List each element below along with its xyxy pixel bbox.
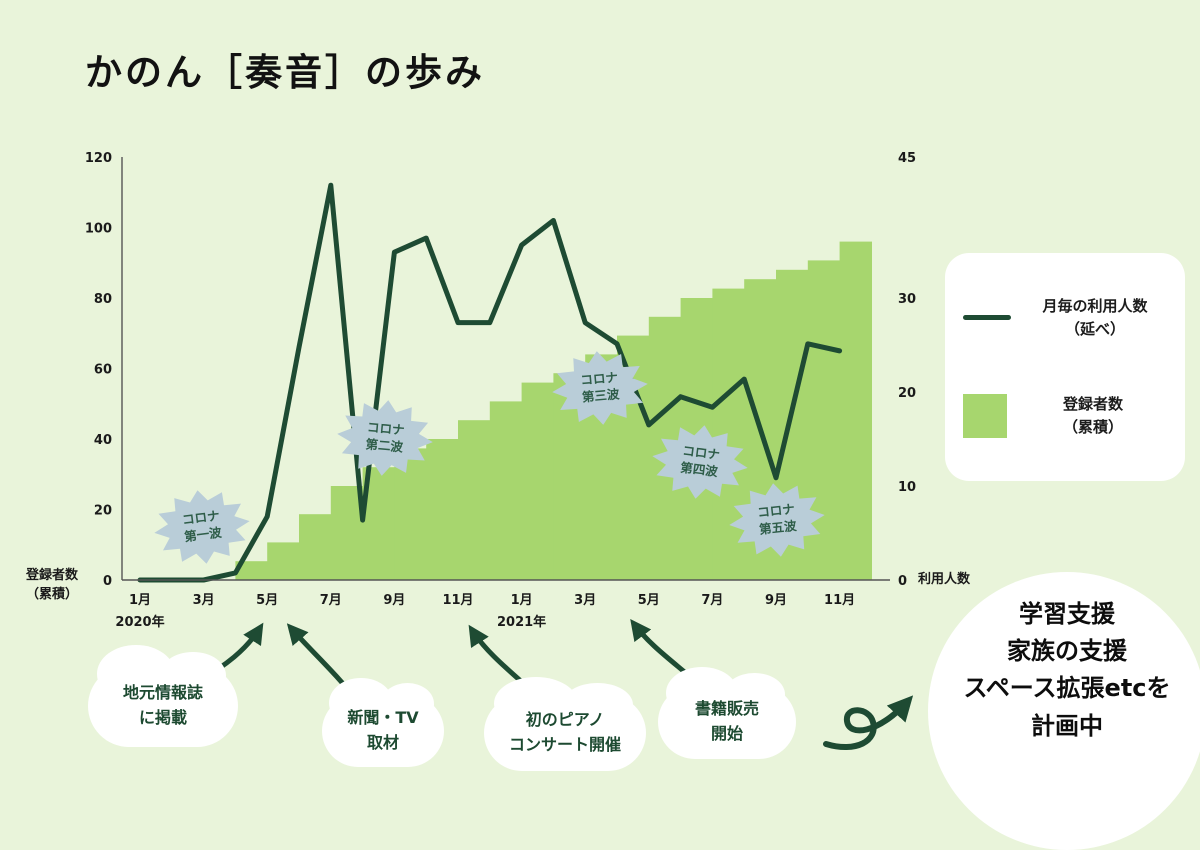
svg-text:3月: 3月 [193, 593, 215, 608]
svg-text:2020年: 2020年 [115, 614, 164, 630]
event-cloud-piano-concert: 初のピアノ コンサート開催 [484, 676, 646, 771]
legend-label-registrants: 登録者数 （累積） [1062, 395, 1123, 437]
corona-wave-2-label: コロナ 第二波 [364, 419, 406, 455]
plan-bubble: 学習支援 家族の支援 スペース拡張etcを 計画中 [928, 572, 1200, 850]
legend-label-monthly-users: 月毎の利用人数 （延べ） [1042, 296, 1148, 338]
event-label-newspaper-tv: 新聞・TV 取材 [347, 708, 419, 752]
corona-wave-5-label: コロナ 第五波 [756, 501, 798, 537]
curly-arrow [823, 695, 914, 751]
event-label-book-sales: 書籍販売 開始 [694, 699, 759, 743]
svg-text:11月: 11月 [824, 593, 855, 608]
svg-text:20: 20 [94, 504, 112, 519]
legend-item-registrants: 登録者数 （累積） [963, 393, 1167, 440]
corona-wave-3-label: コロナ 第三波 [579, 369, 620, 405]
event-label-local-magazine: 地元情報誌 に掲載 [122, 683, 203, 727]
svg-text:9月: 9月 [765, 593, 787, 608]
svg-text:0: 0 [898, 574, 907, 589]
corona-wave-1-label: コロナ 第一波 [181, 507, 223, 545]
svg-text:20: 20 [898, 386, 916, 401]
svg-text:1月: 1月 [129, 593, 151, 608]
page-title: かのん［奏音］の歩み [85, 51, 485, 94]
svg-text:60: 60 [94, 363, 112, 378]
svg-text:40: 40 [94, 433, 112, 448]
svg-text:9月: 9月 [383, 593, 405, 608]
svg-text:2021年: 2021年 [497, 614, 546, 630]
corona-wave-4-label: コロナ 第四波 [679, 442, 721, 480]
legend-box: 月毎の利用人数 （延べ） 登録者数 （累積） [945, 253, 1185, 481]
svg-text:11月: 11月 [442, 593, 473, 608]
bar-swatch [963, 394, 1007, 439]
svg-text:0: 0 [103, 574, 112, 589]
svg-text:30: 30 [898, 292, 916, 307]
svg-text:120: 120 [85, 151, 112, 166]
svg-text:7月: 7月 [701, 593, 723, 608]
svg-text:10: 10 [898, 480, 916, 495]
left-axis-unit-label: 登録者数 （累積） [25, 568, 78, 602]
event-label-piano-concert: 初のピアノ コンサート開催 [508, 710, 621, 754]
svg-text:80: 80 [94, 292, 112, 307]
legend-item-monthly-users: 月毎の利用人数 （延べ） [963, 295, 1167, 342]
line-swatch [963, 315, 1011, 321]
svg-text:100: 100 [85, 222, 112, 237]
svg-text:7月: 7月 [320, 593, 342, 608]
event-cloud-newspaper-tv: 新聞・TV 取材 [322, 677, 444, 767]
svg-text:3月: 3月 [574, 593, 596, 608]
event-cloud-local-magazine: 地元情報誌 に掲載 [88, 645, 238, 747]
svg-text:5月: 5月 [638, 593, 660, 608]
svg-text:45: 45 [898, 151, 916, 166]
plan-bubble-text: 学習支援 家族の支援 スペース拡張etcを 計画中 [963, 600, 1171, 740]
event-cloud-book-sales: 書籍販売 開始 [658, 667, 796, 759]
right-axis-unit-label: 利用人数 [918, 572, 971, 587]
infographic-page: { "page": { "background_color": "#e9f4da… [25, 51, 1200, 850]
svg-text:5月: 5月 [256, 593, 278, 608]
svg-text:1月: 1月 [511, 593, 533, 608]
